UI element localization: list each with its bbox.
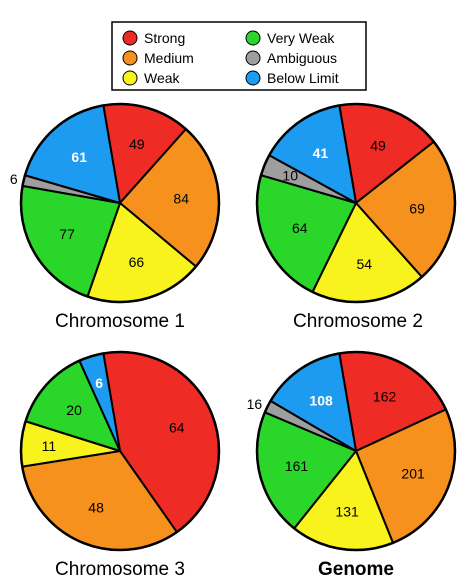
legend-swatch-weak: [122, 70, 138, 86]
value-label-weak: 11: [42, 438, 57, 454]
value-label-below-limit: 61: [71, 149, 87, 165]
value-label-very-weak: 161: [285, 458, 309, 474]
pie-chromosome-3: 64 48 11 20 6 Chromosome 3: [19, 350, 221, 580]
pie-outline: [255, 102, 457, 304]
value-label-ambiguous: 10: [282, 168, 298, 184]
legend-swatch-very-weak: [245, 30, 261, 46]
value-label-below-limit: 6: [95, 375, 103, 391]
value-label-below-limit: 108: [309, 393, 333, 409]
legend-swatch-medium: [122, 50, 138, 66]
pie-title: Chromosome 1: [55, 311, 185, 332]
value-label-strong: 49: [129, 136, 145, 152]
chart-legend: Strong Medium Weak Very Weak Ambiguous Below …: [111, 21, 367, 91]
legend-swatch-ambiguous: [245, 50, 261, 66]
pie-outline: [19, 102, 221, 304]
value-label-very-weak: 77: [59, 226, 75, 242]
value-label-weak: 54: [357, 256, 373, 272]
legend-label-strong: Strong: [144, 30, 185, 46]
value-label-medium: 84: [173, 191, 189, 207]
value-label-weak: 131: [335, 504, 359, 520]
value-label-medium: 201: [401, 466, 425, 482]
pie-outline: [255, 350, 457, 552]
pie-chromosome-2: 49 69 54 64 10 41 Chromosome 2: [255, 102, 457, 332]
pie-charts: 49 84 66 77 6 61 Chromosome 1 49 69 54 64 10 41 Chrom…: [10, 102, 457, 580]
pie-genome: 162 201 131 161 16 108 Genome: [247, 350, 457, 580]
value-label-medium: 48: [88, 500, 104, 516]
value-label-very-weak: 20: [66, 402, 82, 418]
legend-swatch-strong: [122, 30, 138, 46]
pie-title: Chromosome 2: [293, 311, 423, 332]
legend-label-medium: Medium: [144, 50, 194, 66]
value-label-weak: 66: [129, 254, 145, 270]
value-label-medium: 69: [409, 200, 425, 216]
legend-label-ambiguous: Ambiguous: [267, 50, 337, 66]
legend-swatch-below-limit: [245, 70, 261, 86]
legend-box: [111, 21, 367, 91]
pie-title: Genome: [318, 559, 394, 580]
value-label-strong: 49: [370, 138, 386, 154]
pie-chromosome-1: 49 84 66 77 6 61 Chromosome 1: [10, 102, 221, 332]
value-label-below-limit: 41: [313, 145, 329, 161]
value-label-strong: 162: [373, 389, 397, 405]
legend-label-very-weak: Very Weak: [267, 30, 335, 46]
pie-outline: [19, 350, 221, 552]
pie-title: Chromosome 3: [55, 559, 185, 580]
value-label-strong: 64: [169, 420, 185, 436]
legend-label-below-limit: Below Limit: [267, 70, 339, 86]
value-label-ambiguous: 6: [10, 171, 18, 187]
value-label-very-weak: 64: [292, 220, 308, 236]
value-label-ambiguous: 16: [247, 396, 263, 412]
legend-label-weak: Weak: [144, 70, 181, 86]
